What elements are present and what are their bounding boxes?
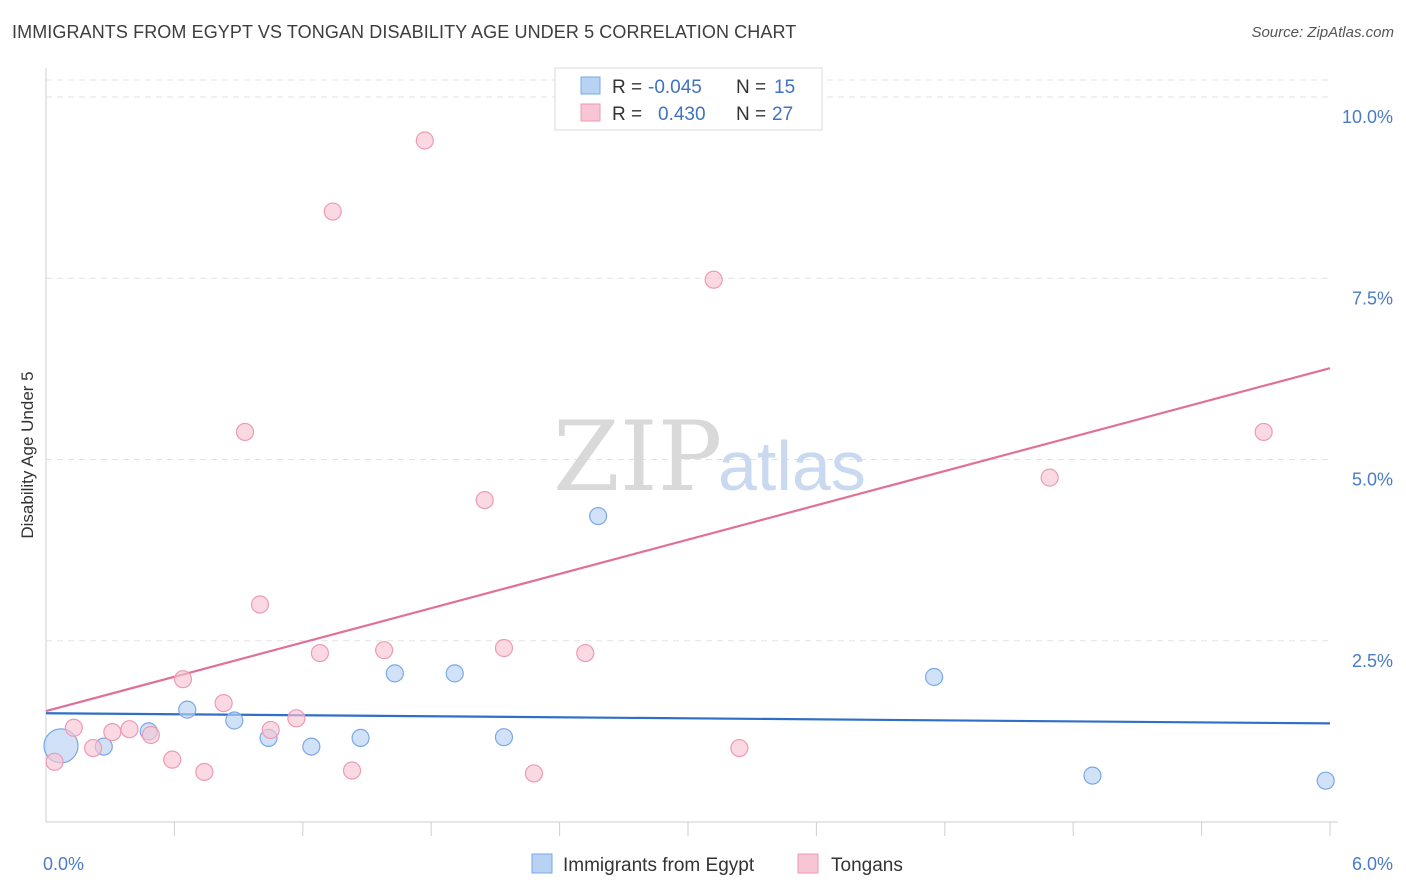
y-tick-label-3: 10.0%: [1342, 107, 1393, 127]
scatter-point-pink-11: [250, 595, 270, 614]
legend-swatch-pink: [580, 103, 601, 122]
scatter-point-pink-21: [524, 764, 544, 783]
top-legend: R = -0.045 N = 15 R = 0.430 N = 27: [554, 67, 823, 131]
bottom-legend-label-tongans: Tongans: [831, 855, 903, 876]
scatter-point-pink-25: [1040, 468, 1059, 487]
scatter-point-pink-9: [214, 693, 233, 713]
scatter-point-blue-11: [589, 506, 608, 526]
scatter-point-pink-19: [475, 491, 494, 510]
scatter-point-pink-22: [576, 643, 595, 663]
scatter-point-blue-3: [178, 700, 197, 719]
y-tick-label-1: 5.0%: [1352, 470, 1393, 490]
legend-swatch-blue: [580, 76, 601, 95]
scatter-point-blue-9: [445, 664, 464, 683]
scatter-point-pink-17: [375, 641, 394, 660]
scatter-point-pink-6: [163, 750, 182, 769]
scatter-point-pink-3: [103, 722, 122, 742]
scatter-point-blue-14: [1316, 771, 1335, 790]
scatter-point-blue-10: [494, 728, 514, 747]
scatter-point-pink-14: [310, 643, 330, 663]
y-axis-title: Disability Age Under 5: [18, 371, 37, 538]
legend-r-label-pink: R =: [612, 104, 642, 125]
y-tick-label-0: 2.5%: [1352, 651, 1393, 671]
legend-r-value-pink: 0.430: [658, 104, 706, 125]
scatter-point-pink-10: [235, 422, 255, 442]
scatter-point-pink-18: [415, 131, 434, 150]
watermark-atlas: atlas: [718, 427, 866, 505]
scatter-point-pink-24: [730, 738, 749, 758]
grid-layer: [46, 79, 1330, 642]
scatter-point-pink-23: [704, 270, 723, 289]
scatter-point-blue-13: [1083, 766, 1102, 785]
bottom-legend-swatch-tongans: [797, 853, 819, 874]
bottom-legend-swatch-egypt: [531, 853, 553, 874]
scatter-point-pink-5: [141, 725, 160, 745]
scatter-point-blue-8: [385, 664, 404, 683]
watermark-zip: ZIP: [553, 401, 722, 513]
legend-r-label-blue: R =: [612, 77, 642, 98]
legend-n-label-pink: N =: [736, 104, 766, 125]
axes-layer: 2.5% 5.0% 7.5% 10.0% 0.0% 6.0%: [43, 68, 1393, 874]
x-tick-label-1: 6.0%: [1352, 854, 1393, 874]
points-layer: [43, 131, 1335, 790]
scatter-point-pink-4: [120, 720, 139, 739]
scatter-point-blue-4: [225, 711, 244, 730]
scatter-point-pink-12: [261, 720, 280, 740]
trend-layer: [45, 367, 1331, 725]
legend-n-value-pink: 27: [772, 104, 793, 125]
legend-n-label-blue: N =: [736, 77, 766, 98]
scatter-point-blue-12: [924, 667, 944, 687]
scatter-point-pink-13: [287, 709, 306, 728]
y-tick-label-2: 7.5%: [1352, 288, 1393, 308]
chart-title: IMMIGRANTS FROM EGYPT VS TONGAN DISABILI…: [12, 22, 797, 42]
watermark: ZIP atlas: [553, 401, 866, 513]
scatter-point-pink-1: [64, 718, 83, 737]
scatter-point-pink-8: [195, 762, 214, 782]
scatter-point-pink-15: [323, 202, 342, 221]
legend-n-value-blue: 15: [774, 77, 795, 98]
scatter-point-pink-2: [83, 738, 103, 758]
scatter-point-pink-16: [342, 761, 362, 780]
trend-line-blue: [45, 712, 1331, 725]
bottom-legend-label-egypt: Immigrants from Egypt: [563, 855, 755, 876]
source-credit: Source: ZipAtlas.com: [1251, 24, 1394, 41]
legend-r-value-blue: -0.045: [648, 77, 702, 98]
trend-line-pink: [45, 367, 1331, 713]
scatter-point-blue-7: [351, 728, 370, 748]
scatter-point-pink-7: [173, 670, 193, 689]
scatter-point-blue-6: [302, 737, 321, 756]
scatter-point-pink-20: [494, 638, 514, 658]
x-tick-label-0: 0.0%: [43, 854, 84, 874]
scatter-point-pink-26: [1254, 422, 1273, 442]
scatter-point-pink-0: [45, 752, 64, 771]
bottom-legend: Immigrants from Egypt Tongans: [531, 853, 903, 876]
